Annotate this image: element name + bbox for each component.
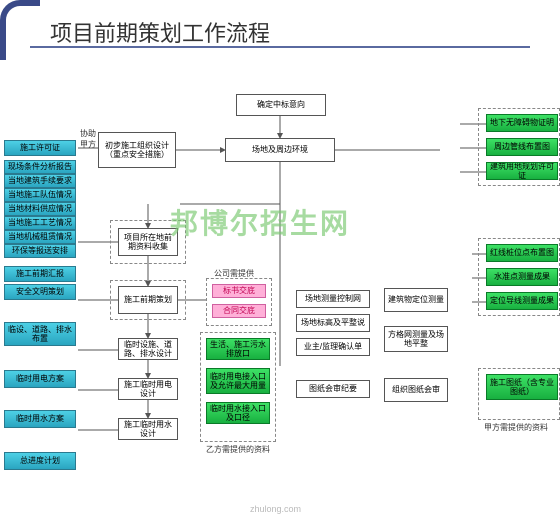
label-party-b: 乙方需提供的资料	[206, 444, 270, 455]
cyan-6: 当地施工工艺情况	[4, 216, 76, 230]
cyan-13: 临时用水方案	[4, 410, 76, 428]
cyan-3: 当地建筑手续要求	[4, 174, 76, 188]
mid-3: 业主/监理确认单	[296, 338, 370, 356]
page-title: 项目前期策划工作流程	[30, 10, 530, 48]
cyan-7: 当地机械租赁情况	[4, 230, 76, 244]
cyan-5: 当地材料供应情况	[4, 202, 76, 216]
green-m1: 生活、施工污水排放口	[206, 338, 270, 360]
cyan-11: 临设、道路、排水布置	[4, 322, 76, 346]
watermark-small: zhulong.com	[250, 504, 301, 514]
cyan-2: 现场条件分析报告	[4, 160, 76, 174]
group-right-1	[478, 108, 560, 186]
r-2: 方格网测量及场地平整	[384, 326, 448, 352]
cyan-1: 施工许可证	[4, 140, 76, 156]
r-1: 建筑物定位测量	[384, 288, 448, 312]
node-temp3: 施工临时用水设计	[118, 418, 178, 440]
title-bar: 项目前期策划工作流程	[30, 10, 530, 48]
mid-1: 场地测量控制网	[296, 290, 370, 308]
group-plan	[110, 280, 186, 320]
label-party-a: 甲方需提供的资料	[484, 422, 548, 433]
flowchart-canvas: 确定中标意向 场地及周边环境 初步施工组织设计（重点安全措施） 协助甲方 项目所…	[0, 56, 560, 527]
pink-1: 标书交底	[212, 284, 266, 298]
connector-lines	[0, 56, 560, 527]
group-right-3	[478, 368, 560, 420]
green-m2: 临时用电接入口及允许最大用量	[206, 368, 270, 394]
mid-4: 图纸会审纪要	[296, 380, 370, 398]
node-confirm-bid: 确定中标意向	[236, 94, 326, 116]
cyan-14: 总进度计划	[4, 452, 76, 470]
green-m3: 临时用水接入口及口径	[206, 402, 270, 424]
cyan-9: 施工前期汇报	[4, 266, 76, 282]
label-assist: 协助甲方	[80, 128, 98, 150]
group-data	[110, 220, 186, 264]
pink-2: 合同交底	[212, 304, 266, 318]
label-company-provide: 公司需提供	[214, 268, 254, 279]
cyan-12: 临时用电方案	[4, 370, 76, 388]
node-temp2: 施工临时用电设计	[118, 378, 178, 400]
cyan-8: 环保等报送安排	[4, 244, 76, 258]
watermark: 邦博尔招生网	[170, 202, 350, 242]
group-right-2	[478, 238, 560, 316]
r-3: 组织图纸会审	[384, 378, 448, 402]
node-site-env: 场地及周边环境	[225, 138, 335, 162]
cyan-10: 安全文明策划	[4, 284, 76, 300]
mid-2: 场地标高及平整说	[296, 314, 370, 332]
node-temp1: 临时设施、道路、排水设计	[118, 338, 178, 360]
cyan-4: 当地施工队伍情况	[4, 188, 76, 202]
node-org-design: 初步施工组织设计（重点安全措施）	[98, 132, 176, 168]
